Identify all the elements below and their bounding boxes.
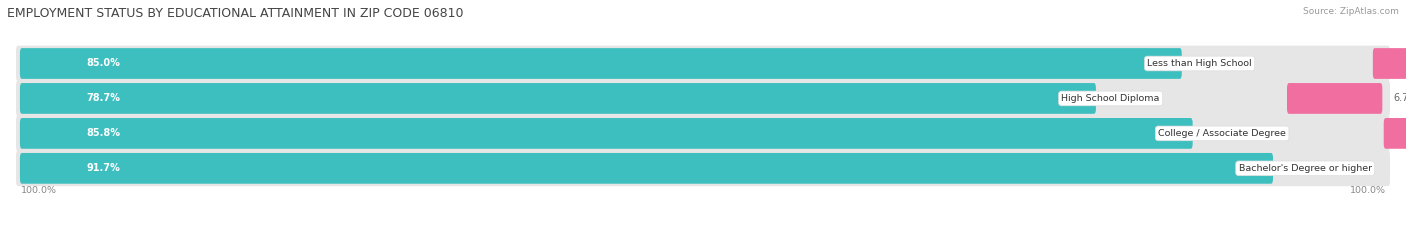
Text: EMPLOYMENT STATUS BY EDUCATIONAL ATTAINMENT IN ZIP CODE 06810: EMPLOYMENT STATUS BY EDUCATIONAL ATTAINM… <box>7 7 464 20</box>
FancyBboxPatch shape <box>20 153 1272 184</box>
FancyBboxPatch shape <box>20 118 1192 149</box>
Text: Less than High School: Less than High School <box>1147 59 1251 68</box>
FancyBboxPatch shape <box>15 46 1391 81</box>
Text: 91.7%: 91.7% <box>87 163 121 173</box>
Text: 85.8%: 85.8% <box>87 128 121 138</box>
Text: 85.0%: 85.0% <box>87 58 121 69</box>
Text: 6.7%: 6.7% <box>1393 93 1406 103</box>
FancyBboxPatch shape <box>15 116 1391 151</box>
Text: Source: ZipAtlas.com: Source: ZipAtlas.com <box>1303 7 1399 16</box>
Text: 100.0%: 100.0% <box>1350 185 1385 195</box>
FancyBboxPatch shape <box>1286 83 1382 114</box>
FancyBboxPatch shape <box>1384 118 1406 149</box>
FancyBboxPatch shape <box>1372 48 1406 79</box>
Text: High School Diploma: High School Diploma <box>1062 94 1160 103</box>
Text: 100.0%: 100.0% <box>21 185 56 195</box>
FancyBboxPatch shape <box>20 83 1095 114</box>
Text: College / Associate Degree: College / Associate Degree <box>1159 129 1286 138</box>
FancyBboxPatch shape <box>15 81 1391 116</box>
FancyBboxPatch shape <box>20 48 1182 79</box>
Text: 78.7%: 78.7% <box>87 93 121 103</box>
Text: Bachelor's Degree or higher: Bachelor's Degree or higher <box>1239 164 1372 173</box>
FancyBboxPatch shape <box>15 151 1391 186</box>
